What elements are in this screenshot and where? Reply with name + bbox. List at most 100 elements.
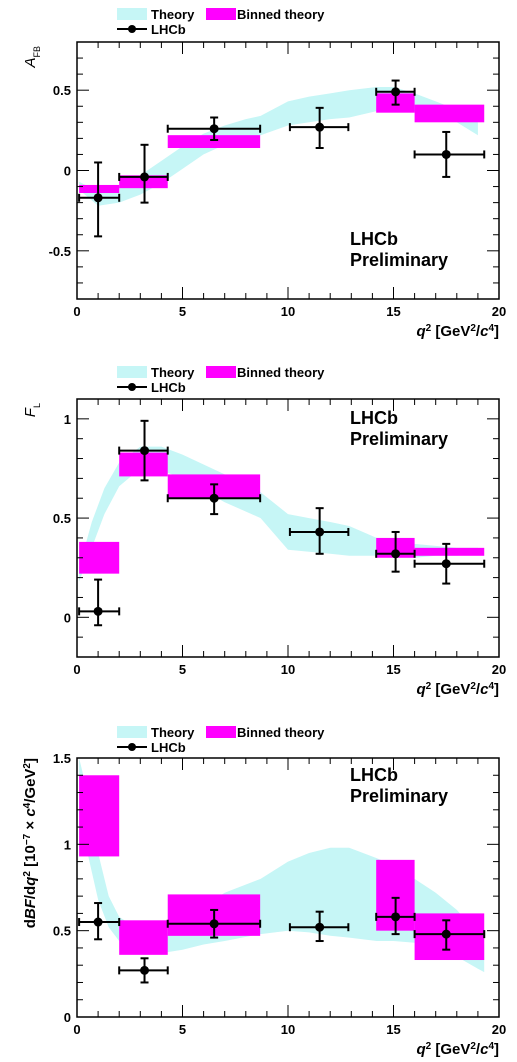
y-tick-label: -0.5 — [49, 244, 71, 259]
legend-binned-swatch — [206, 366, 236, 378]
legend-theory-label: Theory — [151, 725, 195, 740]
data-point-1 — [78, 902, 121, 941]
data-point-5 — [375, 896, 416, 936]
y-tick-label: 1 — [64, 412, 71, 427]
data-point-2 — [118, 957, 169, 984]
binned-theory-box-2 — [119, 920, 168, 955]
lhcb-label: LHCb — [350, 765, 398, 785]
y-tick-label: 0.5 — [53, 511, 71, 526]
legend: Theory Binned theory LHCb — [117, 7, 325, 37]
legend-theory-swatch — [117, 8, 147, 20]
binned-theory-box-2 — [119, 452, 168, 477]
data-point-4 — [288, 106, 350, 150]
y-tick-label: 0 — [64, 610, 71, 625]
data-marker — [209, 493, 219, 503]
binned-theory-box-2 — [119, 175, 168, 189]
x-axis-title: q2 [GeV2/c4] — [416, 1041, 499, 1059]
x-tick-label: 10 — [281, 304, 295, 319]
data-point-6 — [413, 919, 486, 951]
x-tick-label: 20 — [492, 1022, 506, 1037]
data-marker — [391, 87, 401, 97]
data-point-6 — [413, 542, 486, 585]
data-point-3 — [166, 116, 262, 141]
legend-data-marker — [128, 743, 136, 751]
x-tick-label: 5 — [179, 662, 186, 677]
data-marker — [140, 446, 150, 456]
x-tick-label: 0 — [73, 662, 80, 677]
data-point-2 — [118, 419, 169, 482]
preliminary-label: Preliminary — [350, 429, 448, 449]
legend-binned-label: Binned theory — [237, 725, 325, 740]
data-marker — [93, 193, 103, 203]
legend-theory-label: Theory — [151, 7, 195, 22]
x-axis-title: q2 [GeV2/c4] — [416, 681, 499, 699]
data-marker — [140, 965, 150, 975]
data-point-3 — [166, 483, 262, 516]
legend-data-label: LHCb — [151, 380, 186, 395]
panel-1: 0 5 10 15 20 -0.5 0 0.5 q2 [GeV2/c4] AFB Theory Bin… — [22, 7, 506, 340]
legend: Theory Binned theory LHCb — [117, 725, 325, 755]
legend-theory-swatch — [117, 726, 147, 738]
data-marker — [209, 919, 219, 929]
y-tick-label: 0.5 — [53, 924, 71, 939]
binned-theory-box-3 — [167, 135, 261, 149]
x-tick-label: 10 — [281, 1022, 295, 1037]
x-axis-title: q2 [GeV2/c4] — [416, 323, 499, 341]
panel-3: 0 5 10 15 20 0 0.5 1 1.5 q2 [GeV2/c4] dBF/dq2 [10−… — [22, 725, 507, 1058]
data-marker — [93, 606, 103, 616]
data-point-5 — [375, 79, 416, 106]
data-point-1 — [78, 578, 121, 627]
x-tick-label: 20 — [492, 662, 506, 677]
data-point-4 — [288, 910, 350, 943]
legend-data-marker — [128, 383, 136, 391]
x-tick-label: 0 — [73, 1022, 80, 1037]
x-tick-label: 15 — [386, 662, 400, 677]
y-axis-title: FL — [22, 403, 42, 417]
y-axis-title: AFB — [22, 46, 42, 69]
data-marker — [93, 917, 103, 927]
data-marker — [441, 929, 451, 939]
data-marker — [315, 922, 325, 932]
x-tick-label: 15 — [386, 304, 400, 319]
y-axis-title: dBF/dq2 [10−7 × c4/GeV2] — [22, 758, 40, 928]
y-tick-label: 0 — [64, 164, 71, 179]
binned-theory-box-1 — [79, 775, 120, 857]
legend-data-label: LHCb — [151, 740, 186, 755]
data-marker — [315, 527, 325, 537]
y-tick-label: 1.5 — [53, 751, 71, 766]
y-tick-label: 0.5 — [53, 83, 71, 98]
lhcb-label: LHCb — [350, 229, 398, 249]
legend-theory-swatch — [117, 366, 147, 378]
binned-theory-box-5 — [414, 104, 485, 123]
x-tick-label: 15 — [386, 1022, 400, 1037]
legend: Theory Binned theory LHCb — [117, 365, 325, 395]
legend-data-marker — [128, 25, 136, 33]
data-marker — [391, 912, 401, 922]
preliminary-label: Preliminary — [350, 250, 448, 270]
legend-binned-swatch — [206, 8, 236, 20]
data-marker — [315, 122, 325, 132]
binned-theory-box-5 — [414, 547, 485, 556]
legend-binned-swatch — [206, 726, 236, 738]
x-tick-label: 20 — [492, 304, 506, 319]
preliminary-label: Preliminary — [350, 786, 448, 806]
lhcb-label: LHCb — [350, 408, 398, 428]
y-tick-label: 1 — [64, 837, 71, 852]
data-point-1 — [78, 161, 121, 238]
x-tick-label: 10 — [281, 662, 295, 677]
panel-2: 0 5 10 15 20 0 0.5 1 q2 [GeV2/c4] FL Theory Binned … — [22, 365, 506, 698]
data-point-5 — [375, 530, 416, 573]
x-tick-label: 5 — [179, 1022, 186, 1037]
data-point-4 — [288, 507, 350, 555]
data-point-2 — [118, 143, 169, 204]
y-tick-label: 0 — [64, 1010, 71, 1025]
legend-theory-label: Theory — [151, 365, 195, 380]
data-marker — [441, 559, 451, 569]
binned-theory-box-1 — [79, 184, 120, 193]
x-tick-label: 0 — [73, 304, 80, 319]
legend-binned-label: Binned theory — [237, 7, 325, 22]
x-tick-label: 5 — [179, 304, 186, 319]
legend-binned-label: Binned theory — [237, 365, 325, 380]
data-point-3 — [166, 908, 262, 939]
